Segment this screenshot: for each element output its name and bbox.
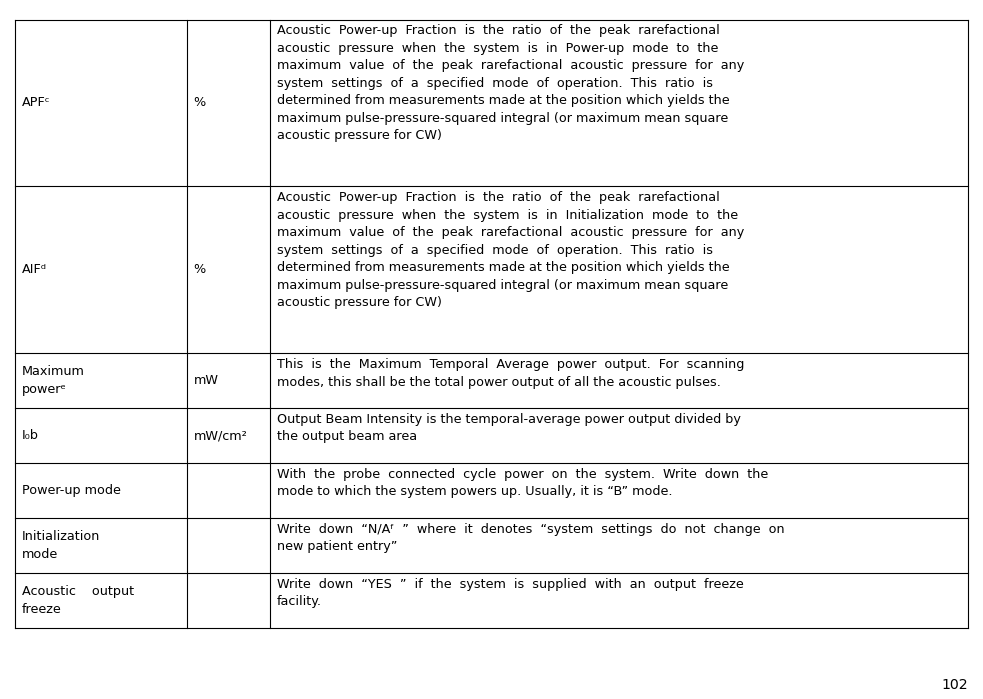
Text: AIFᵈ: AIFᵈ: [22, 264, 46, 276]
Text: Write  down  “N/Aᶠ  ”  where  it  denotes  “system  settings  do  not  change  o: Write down “N/Aᶠ ” where it denotes “sys…: [277, 523, 784, 554]
Text: APFᶜ: APFᶜ: [22, 96, 50, 110]
Text: %: %: [194, 96, 205, 110]
Text: mW: mW: [194, 374, 218, 387]
Text: Power-up mode: Power-up mode: [22, 484, 121, 497]
Text: I₀b: I₀b: [22, 429, 38, 442]
Text: mW/cm²: mW/cm²: [194, 429, 248, 442]
Text: Write  down  “YES  ”  if  the  system  is  supplied  with  an  output  freeze
fa: Write down “YES ” if the system is suppl…: [277, 577, 744, 608]
Text: Acoustic  Power-up  Fraction  is  the  ratio  of  the  peak  rarefactional
acous: Acoustic Power-up Fraction is the ratio …: [277, 192, 744, 309]
Text: %: %: [194, 264, 205, 276]
Text: 102: 102: [942, 678, 968, 692]
Text: Acoustic    output
freeze: Acoustic output freeze: [22, 585, 134, 616]
Text: With  the  probe  connected  cycle  power  on  the  system.  Write  down  the
mo: With the probe connected cycle power on …: [277, 468, 769, 498]
Text: Output Beam Intensity is the temporal-average power output divided by
the output: Output Beam Intensity is the temporal-av…: [277, 413, 741, 443]
Text: Initialization
mode: Initialization mode: [22, 530, 100, 561]
Text: Maximum
powerᵉ: Maximum powerᵉ: [22, 365, 85, 396]
Text: Acoustic  Power-up  Fraction  is  the  ratio  of  the  peak  rarefactional
acous: Acoustic Power-up Fraction is the ratio …: [277, 24, 744, 143]
Text: This  is  the  Maximum  Temporal  Average  power  output.  For  scanning
modes, : This is the Maximum Temporal Average pow…: [277, 358, 744, 389]
